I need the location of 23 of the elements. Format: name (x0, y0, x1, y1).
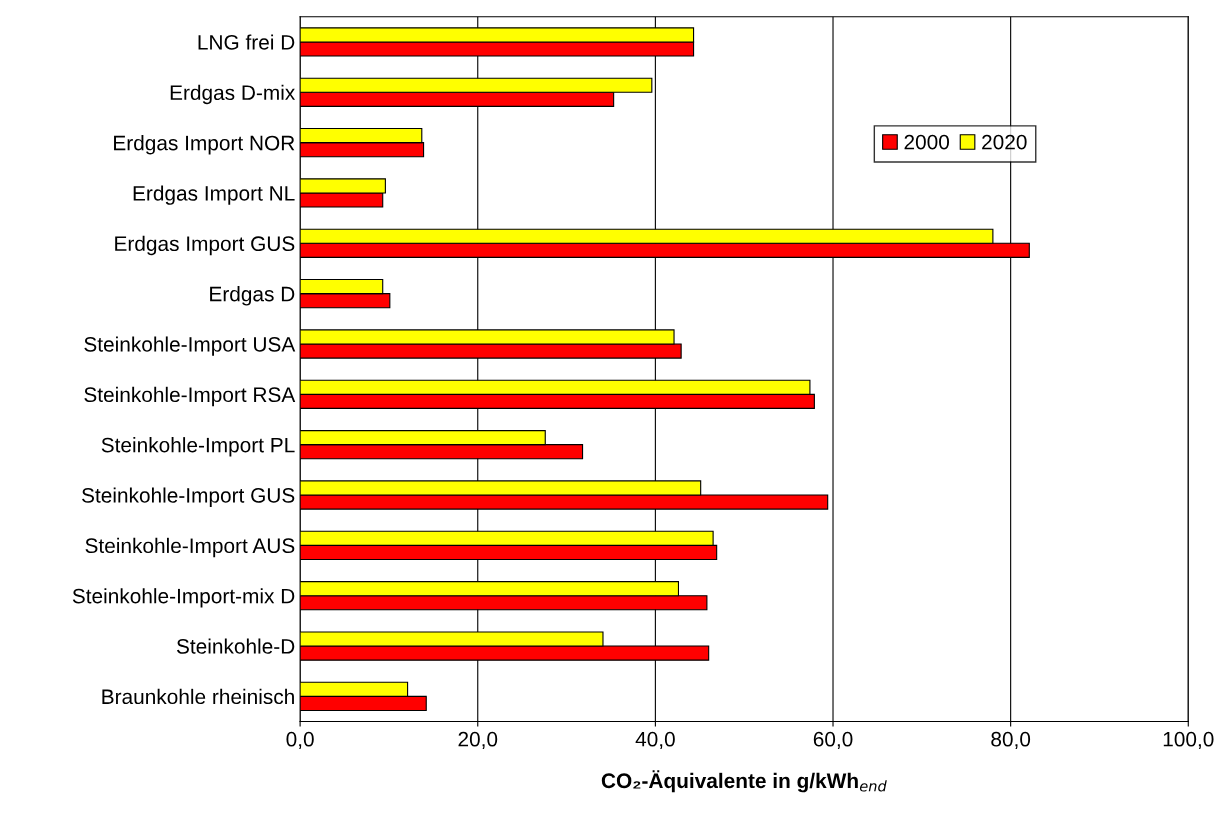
x-tick-label: 100,0 (1163, 731, 1214, 750)
x-tick-label: 60,0 (813, 731, 853, 750)
y-tick-label: Erdgas Import NL (133, 185, 295, 205)
y-tick-label: Erdgas Import NOR (114, 135, 295, 155)
x-axis-title: CO₂-Äquivalente in g/kWh$_{end}$ (601, 770, 887, 793)
y-tick-label: LNG frei D (198, 34, 295, 50)
y-tick-label: Erdgas D (210, 286, 295, 306)
x-tick-label: 40,0 (635, 731, 675, 750)
y-tick-label: Steinkohle-Import AUS (85, 537, 295, 558)
y-tick-label: Braunkohle rheinisch (102, 688, 294, 705)
y-tick-label: Steinkohle-Import PL (101, 437, 295, 457)
y-tick-label: Steinkohle-Import-mix D (72, 588, 295, 608)
legend-label: 2020 (982, 134, 1027, 150)
legend-label: 2000 (904, 134, 950, 150)
y-tick-label: Erdgas Import GUS (115, 235, 295, 256)
y-tick-label: Steinkohle-D (176, 638, 295, 654)
x-tick-label: 0,0 (286, 731, 314, 750)
x-tick-label: 20,0 (458, 731, 498, 750)
y-tick-label: Steinkohle-Import RSA (84, 386, 296, 407)
y-tick-label: Erdgas D-mix (170, 84, 296, 105)
y-tick-label: Steinkohle-Import USA (84, 336, 296, 356)
x-tick-label: 80,0 (991, 731, 1031, 750)
y-tick-label: Steinkohle-Import GUS (82, 487, 295, 507)
